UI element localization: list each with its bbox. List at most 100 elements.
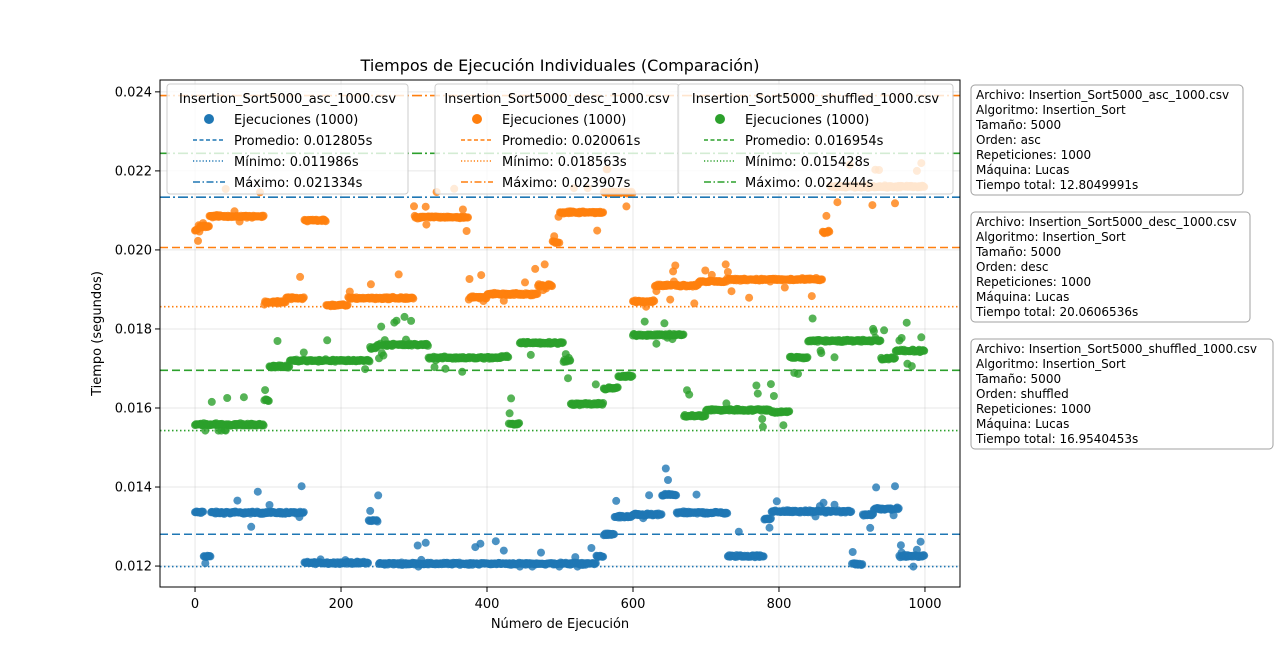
data-point — [897, 334, 906, 342]
data-point — [379, 351, 388, 360]
legends: Insertion_Sort5000_asc_1000.csv Ejecucion… — [166, 83, 954, 195]
data-point — [891, 199, 899, 208]
data-point — [377, 322, 386, 331]
legend-title: Insertion_Sort5000_shuffled_1000.csv — [692, 92, 940, 107]
data-point — [891, 354, 899, 363]
data-point — [421, 538, 430, 547]
info-line: Orden: shuffled — [976, 387, 1069, 401]
data-point — [531, 264, 540, 273]
data-point — [364, 559, 372, 567]
y-tick-label: 0.022 — [115, 164, 152, 179]
info-line: Tamaño: 5000 — [975, 245, 1061, 259]
data-point — [727, 287, 736, 296]
data-point — [194, 236, 202, 245]
info-box-frame — [970, 338, 1274, 450]
data-point — [671, 261, 680, 270]
y-tick-label: 0.014 — [115, 481, 152, 496]
data-point — [374, 491, 383, 500]
data-point — [259, 211, 268, 220]
data-point — [464, 213, 472, 222]
data-point — [657, 510, 666, 519]
data-point — [692, 490, 701, 499]
legend-label: Mínimo: 0.011986s — [234, 155, 359, 170]
info-line: Algoritmo: Insertion_Sort — [976, 103, 1126, 117]
info-boxes: Archivo: Insertion_Sort5000_asc_1000.csv… — [970, 84, 1274, 450]
data-point — [505, 409, 514, 418]
data-point — [723, 268, 732, 276]
data-point — [465, 275, 474, 283]
data-point — [902, 318, 911, 327]
x-tick-label: 800 — [767, 597, 792, 612]
data-point — [321, 217, 330, 226]
data-point — [476, 539, 485, 548]
data-point — [707, 270, 716, 279]
data-point — [564, 374, 572, 383]
data-point — [869, 327, 878, 336]
data-point — [253, 487, 262, 496]
data-point — [753, 389, 762, 398]
y-tick-label: 0.012 — [115, 560, 152, 575]
x-tick-label: 1000 — [908, 597, 941, 612]
data-point — [807, 292, 816, 301]
data-point — [441, 364, 450, 373]
data-point — [808, 314, 817, 323]
data-point — [679, 330, 688, 339]
data-point — [866, 523, 875, 532]
data-point — [612, 496, 621, 505]
x-tick-label: 600 — [621, 597, 646, 612]
data-point — [365, 357, 374, 366]
data-point — [868, 201, 877, 210]
data-point — [413, 541, 422, 550]
legend-label: Ejecuciones (1000) — [234, 113, 358, 128]
data-point — [766, 380, 775, 389]
info-line: Máquina: Lucas — [976, 290, 1069, 304]
data-point — [299, 348, 308, 357]
data-point — [458, 367, 467, 376]
data-point — [830, 500, 839, 509]
data-point — [876, 336, 885, 345]
data-point — [299, 293, 308, 302]
data-point — [394, 270, 403, 279]
data-point — [591, 559, 600, 568]
data-point — [491, 537, 500, 546]
info-line: Orden: desc — [976, 260, 1048, 274]
data-point — [759, 552, 768, 561]
data-point — [765, 523, 774, 532]
info-box-frame — [970, 84, 1244, 196]
info-line: Orden: asc — [976, 133, 1041, 147]
data-point — [758, 415, 767, 423]
data-point — [722, 399, 731, 408]
data-point — [537, 548, 545, 557]
data-point — [207, 397, 216, 406]
data-point — [343, 301, 352, 309]
data-point — [409, 294, 418, 303]
scatter-points — [191, 159, 929, 571]
data-point — [566, 356, 575, 365]
data-point — [430, 363, 439, 372]
data-point — [920, 346, 929, 355]
x-tick-label: 0 — [191, 597, 199, 612]
data-point — [392, 316, 401, 325]
info-line: Archivo: Insertion_Sort5000_shuffled_100… — [976, 342, 1257, 356]
data-point — [206, 552, 215, 561]
data-point — [285, 362, 294, 371]
data-point — [690, 299, 699, 308]
info-line: Tamaño: 5000 — [975, 372, 1061, 386]
x-tick-label: 400 — [475, 597, 500, 612]
legend-label: Máximo: 0.023907s — [502, 176, 631, 191]
legend-label: Promedio: 0.020061s — [502, 134, 641, 149]
legend-1: Insertion_Sort5000_desc_1000.csv Ejecucio… — [434, 83, 680, 195]
data-point — [920, 551, 929, 560]
data-point — [780, 283, 789, 292]
data-point — [640, 317, 649, 326]
data-point — [872, 483, 881, 492]
info-line: Tamaño: 5000 — [975, 118, 1061, 132]
data-point — [894, 504, 903, 513]
data-point — [672, 491, 681, 500]
legend-marker — [204, 114, 214, 124]
data-point — [593, 226, 602, 235]
data-point — [825, 227, 834, 236]
data-point — [723, 509, 732, 518]
data-point — [521, 278, 529, 287]
data-point — [223, 394, 232, 402]
